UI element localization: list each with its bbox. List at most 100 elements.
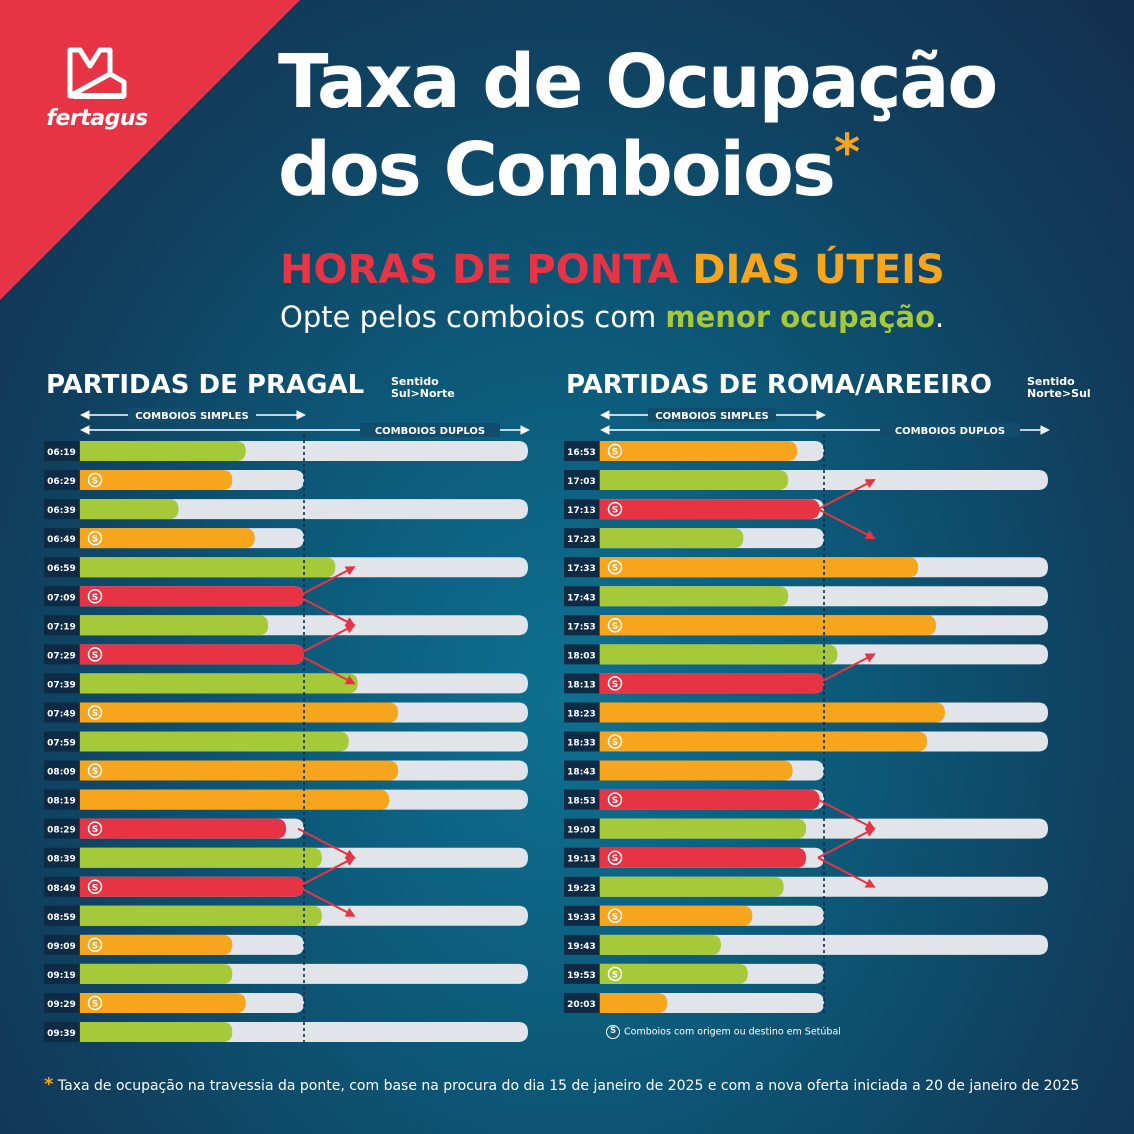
occupancy-bar: [80, 731, 349, 752]
legend-text: Comboios com origem ou destino em Setúba…: [624, 1026, 841, 1038]
time-label: 08:29: [47, 826, 76, 836]
time-label-bg: [44, 963, 79, 984]
double-range-label: COMBOIOS DUPLOS: [895, 426, 1005, 437]
train-row: 19:23: [564, 876, 1048, 897]
transfer-arrow: [297, 827, 356, 859]
time-label: 07:59: [47, 739, 76, 749]
occupancy-bar: [600, 557, 919, 578]
setubal-icon: [87, 647, 103, 662]
simple-label-bg: [648, 408, 776, 422]
footnote-asterisk: *: [44, 1074, 54, 1095]
setubal-icon-letter: S: [92, 767, 98, 777]
time-label: 19:23: [567, 884, 596, 894]
train-row: 18:03: [564, 644, 1048, 665]
setubal-icon-letter: S: [92, 709, 98, 719]
tagline-start: Opte pelos comboios com: [280, 300, 666, 334]
subtitle: HORAS DE PONTA DIAS ÚTEIS: [280, 246, 1080, 294]
time-label-bg: [44, 992, 79, 1013]
time-label: 08:49: [47, 884, 76, 894]
setubal-icon-letter: S: [612, 622, 618, 632]
time-label-bg: [564, 963, 599, 984]
time-label-bg: [564, 731, 599, 752]
time-label-bg: [564, 789, 599, 810]
time-label: 07:19: [47, 622, 76, 632]
time-label-bg: [564, 760, 599, 781]
train-row: 18:43: [564, 760, 824, 781]
double-label-bg: [360, 423, 500, 437]
simple-range-label: COMBOIOS SIMPLES: [655, 411, 768, 422]
train-row: 08:59: [44, 905, 528, 926]
setubal-icon: [87, 589, 103, 604]
time-label: 09:19: [47, 971, 76, 981]
transfer-arrow: [817, 798, 876, 830]
occupancy-bar: [600, 702, 945, 723]
logo-text: fertagus: [46, 106, 148, 131]
time-label: 17:03: [567, 477, 596, 487]
transfer-arrow: [297, 653, 356, 685]
time-label-bg: [564, 586, 599, 607]
direction-roma-from: Norte: [1027, 387, 1062, 400]
setubal-icon: [607, 908, 623, 924]
direction-pragal-label: Sentido: [391, 375, 439, 388]
time-label: 09:29: [47, 1000, 76, 1010]
occupancy-bar: [80, 963, 233, 984]
setubal-icon-letter: S: [612, 680, 618, 690]
train-row: 07:39: [44, 673, 528, 694]
time-label: 06:49: [47, 535, 76, 545]
setubal-icon: [607, 618, 623, 633]
time-label: 19:43: [567, 942, 596, 952]
occupancy-bar: [600, 934, 721, 955]
occupancy-bar: [600, 876, 784, 897]
occupancy-bar: [600, 470, 789, 491]
time-label-bg: [44, 818, 79, 839]
time-label-bg: [564, 876, 599, 897]
time-label-bg: [44, 876, 79, 897]
time-label-bg: [44, 673, 79, 694]
train-row: 19:03: [564, 818, 1048, 839]
occupancy-bar: [80, 441, 246, 461]
setubal-icon: [607, 966, 623, 982]
setubal-icon: [87, 763, 103, 778]
time-label: 07:29: [47, 651, 76, 661]
train-row: 17:53 S: [564, 615, 1048, 636]
fertagus-mark-icon: [67, 47, 127, 99]
time-label-bg: [44, 847, 79, 868]
time-label-bg: [564, 934, 599, 955]
train-row: 19:33 S: [564, 905, 824, 926]
setubal-icon: [607, 792, 623, 807]
setubal-icon-letter: S: [612, 970, 618, 980]
occupancy-bar: [80, 847, 322, 868]
time-label-bg: [564, 673, 599, 694]
setubal-icon-letter: S: [612, 796, 618, 806]
occupancy-bar: [600, 441, 798, 461]
occupancy-bar: [600, 963, 748, 984]
transfer-arrow: [297, 624, 356, 656]
page-title: Taxa de Ocupação dos Comboios*: [278, 38, 1118, 214]
time-label: 06:59: [47, 564, 76, 574]
train-row: 06:39: [44, 499, 528, 520]
direction-roma: Sentido Norte>Sul: [1027, 376, 1091, 400]
time-label-bg: [44, 557, 79, 578]
train-row: 07:49 S: [44, 702, 528, 723]
time-label-bg: [564, 557, 599, 578]
time-label-bg: [564, 470, 599, 491]
occupancy-bar: [80, 818, 287, 839]
occupancy-bar: [600, 731, 928, 752]
time-label: 18:13: [567, 680, 596, 690]
time-label-bg: [44, 615, 79, 636]
time-label-bg: [564, 499, 599, 520]
time-label-bg: [44, 760, 79, 781]
direction-roma-label: Sentido: [1027, 375, 1075, 388]
title-line-2: dos Comboios*: [278, 126, 1118, 214]
time-label-bg: [44, 702, 79, 723]
occupancy-bar: [80, 673, 358, 694]
time-label: 17:13: [567, 506, 596, 516]
train-row: 09:29 S: [44, 992, 304, 1013]
time-label: 17:33: [567, 564, 596, 574]
setubal-icon: [607, 559, 623, 575]
setubal-icon-letter: S: [612, 854, 618, 864]
time-label: 18:53: [567, 797, 596, 807]
setubal-icon: [607, 734, 623, 749]
time-label-bg: [44, 789, 79, 810]
